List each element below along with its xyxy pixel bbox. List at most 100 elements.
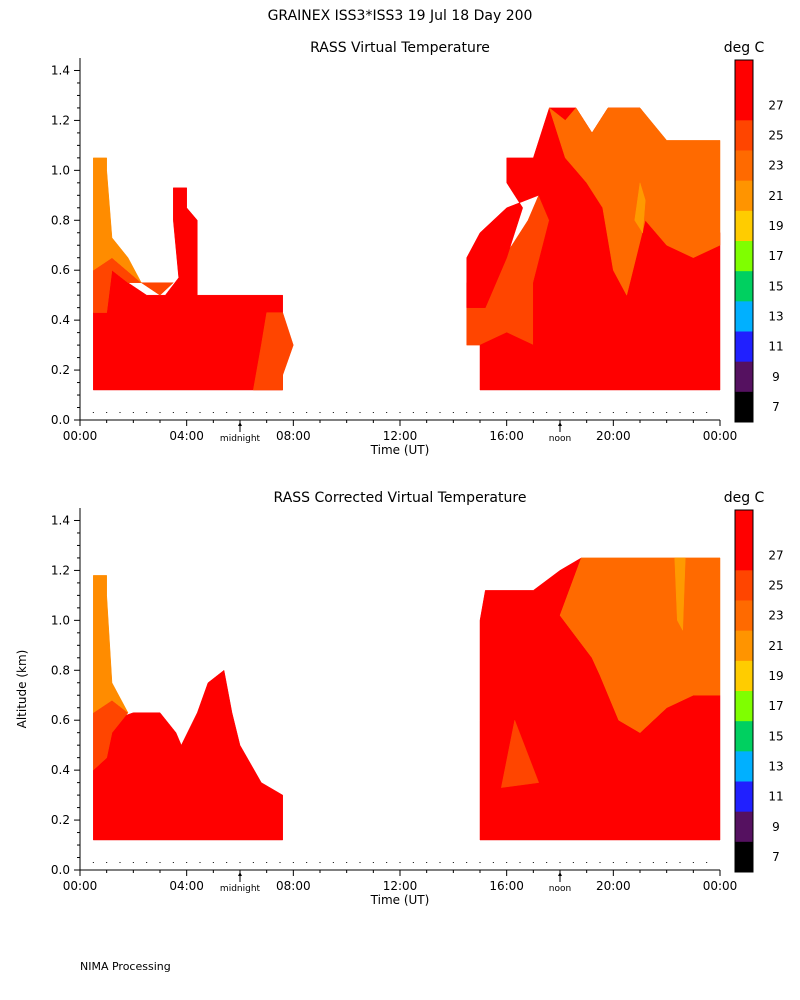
gate-dot bbox=[226, 862, 228, 864]
chart-title: RASS Virtual Temperature bbox=[310, 40, 490, 56]
y-axis-label: Altitude (km) bbox=[15, 650, 29, 729]
gate-dot bbox=[266, 862, 268, 864]
colorbar-label: 25 bbox=[768, 128, 783, 142]
x-axis-label: Time (UT) bbox=[370, 893, 430, 907]
gate-dot bbox=[92, 412, 94, 414]
colorbar-swatch bbox=[735, 811, 753, 843]
colorbar-swatch bbox=[735, 600, 753, 632]
colorbar-swatch bbox=[735, 781, 753, 813]
colorbar-swatch bbox=[735, 180, 753, 212]
x-tick-label: 00:00 bbox=[63, 429, 98, 443]
gate-dot bbox=[252, 412, 254, 414]
gate-dot bbox=[172, 862, 174, 864]
gate-dot bbox=[186, 412, 188, 414]
gate-dot bbox=[386, 862, 388, 864]
temp-region bbox=[93, 187, 283, 391]
gate-dot bbox=[146, 862, 148, 864]
gate-dot bbox=[386, 412, 388, 414]
gate-dot bbox=[532, 412, 534, 414]
gate-dot bbox=[439, 862, 441, 864]
y-tick-label: 1.2 bbox=[51, 563, 70, 577]
colorbar-unit: deg C bbox=[724, 490, 765, 506]
gate-dot bbox=[359, 862, 361, 864]
gate-dot bbox=[159, 862, 161, 864]
x-tick-label: 12:00 bbox=[383, 429, 418, 443]
gate-dot bbox=[199, 412, 201, 414]
colorbar-label: 21 bbox=[768, 639, 783, 653]
y-tick-label: 0.2 bbox=[51, 363, 70, 377]
y-tick-label: 0.8 bbox=[51, 213, 70, 227]
x-tick-label: 20:00 bbox=[596, 429, 631, 443]
marker-arrowhead bbox=[238, 422, 242, 426]
colorbar-label: 13 bbox=[768, 309, 783, 323]
temp-region bbox=[634, 182, 646, 234]
y-tick-label: 0.0 bbox=[51, 413, 70, 427]
figure-title: GRAINEX ISS3*ISS3 19 Jul 18 Day 200 bbox=[268, 8, 533, 24]
marker-label: noon bbox=[549, 884, 571, 894]
gate-dot bbox=[212, 862, 214, 864]
gate-dot bbox=[346, 412, 348, 414]
gate-dot bbox=[359, 412, 361, 414]
x-axis-label: Time (UT) bbox=[370, 443, 430, 457]
gate-dot bbox=[679, 412, 681, 414]
temp-region bbox=[93, 575, 129, 714]
colorbar-label: 13 bbox=[768, 759, 783, 773]
colorbar-label: 27 bbox=[768, 548, 783, 562]
colorbar-label: 17 bbox=[768, 249, 783, 263]
gate-dot bbox=[306, 412, 308, 414]
gate-dot bbox=[666, 862, 668, 864]
gate-dot bbox=[412, 862, 414, 864]
gate-dot bbox=[412, 412, 414, 414]
colorbar-swatch bbox=[735, 391, 753, 423]
colorbar-frame bbox=[734, 59, 754, 423]
y-tick-label: 1.2 bbox=[51, 113, 70, 127]
gate-dot bbox=[266, 412, 268, 414]
gate-dot bbox=[319, 412, 321, 414]
gate-dot bbox=[479, 412, 481, 414]
y-tick-label: 0.2 bbox=[51, 813, 70, 827]
gate-dot bbox=[452, 862, 454, 864]
gate-dot bbox=[226, 412, 228, 414]
y-tick-label: 0.0 bbox=[51, 863, 70, 877]
gate-dot bbox=[279, 412, 281, 414]
gate-dot bbox=[626, 862, 628, 864]
gate-dot bbox=[612, 412, 614, 414]
colorbar-unit: deg C bbox=[724, 40, 765, 56]
gate-dot bbox=[426, 862, 428, 864]
colorbar-label: 9 bbox=[772, 370, 780, 384]
colorbar-swatch bbox=[735, 210, 753, 242]
gate-dot bbox=[599, 412, 601, 414]
temp-region bbox=[500, 719, 540, 788]
gate-dot bbox=[586, 412, 588, 414]
x-tick-label: 00:00 bbox=[63, 879, 98, 893]
colorbar-label: 11 bbox=[768, 340, 783, 354]
colorbar-swatch bbox=[735, 841, 753, 873]
colorbar-label: 7 bbox=[772, 850, 780, 864]
gate-dot bbox=[332, 862, 334, 864]
y-tick-label: 1.0 bbox=[51, 163, 70, 177]
gate-dot bbox=[279, 862, 281, 864]
gate-dot bbox=[332, 412, 334, 414]
x-tick-label: 04:00 bbox=[169, 879, 204, 893]
gate-dot bbox=[132, 412, 134, 414]
footer-note: NIMA Processing bbox=[80, 960, 171, 973]
temp-region bbox=[253, 312, 294, 391]
colorbar-label: 11 bbox=[768, 790, 783, 804]
gate-dot bbox=[706, 412, 708, 414]
y-tick-label: 1.0 bbox=[51, 613, 70, 627]
gate-dot bbox=[706, 862, 708, 864]
gate-dot bbox=[546, 412, 548, 414]
colorbar-swatch bbox=[735, 570, 753, 601]
gate-dot bbox=[666, 412, 668, 414]
x-tick-label: 08:00 bbox=[276, 429, 311, 443]
colorbar-label: 17 bbox=[768, 699, 783, 713]
gate-dot bbox=[159, 412, 161, 414]
temp-region bbox=[93, 157, 142, 283]
x-tick-label: 08:00 bbox=[276, 879, 311, 893]
gate-dot bbox=[572, 862, 574, 864]
gate-dot bbox=[612, 862, 614, 864]
colorbar-label: 19 bbox=[768, 219, 783, 233]
marker-label: noon bbox=[549, 434, 571, 444]
gate-dot bbox=[346, 862, 348, 864]
colorbar-label: 9 bbox=[772, 820, 780, 834]
